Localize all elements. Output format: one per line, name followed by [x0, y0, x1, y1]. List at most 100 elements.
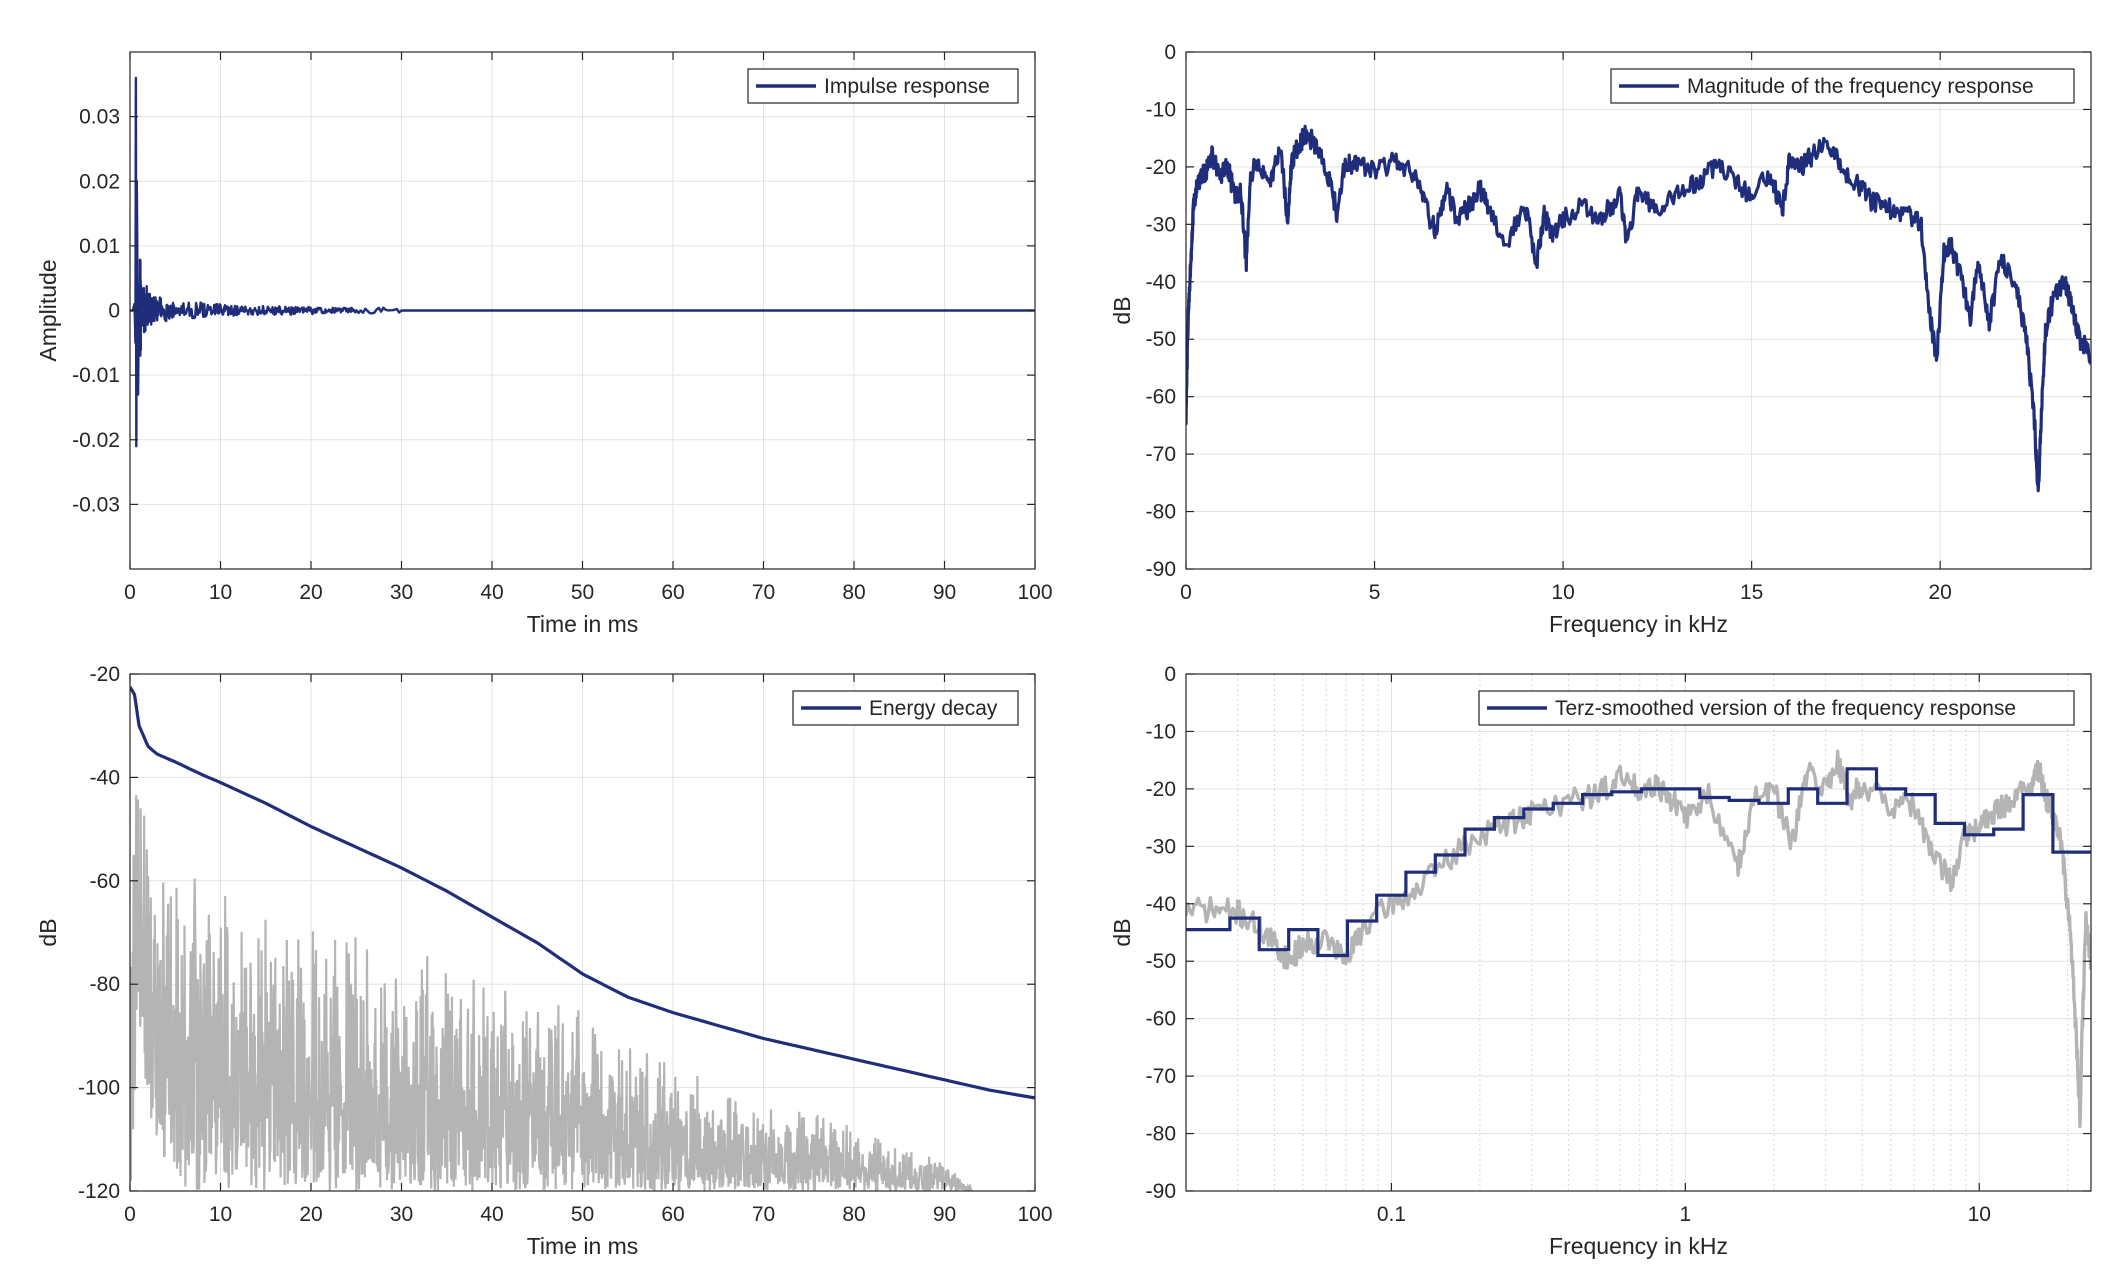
ticks: 0 10 20 30 40 50 60 70 80 90 100 -0.03 -0.02 -0.01 0 0.… [72, 52, 1053, 604]
x-tick-label: 80 [842, 581, 865, 604]
y-tick-label: -100 [78, 1077, 120, 1100]
y-tick-label: -80 [90, 973, 120, 996]
y-tick-label: -40 [1146, 271, 1176, 294]
x-tick-label: 50 [571, 581, 594, 604]
x-tick-label: 20 [299, 581, 322, 604]
x-tick-label: 60 [661, 581, 684, 604]
y-tick-label: -20 [90, 663, 120, 686]
x-axis-label: Time in ms [527, 611, 639, 637]
x-axis-label: Time in ms [527, 1233, 639, 1259]
series-raw [1186, 749, 2091, 1128]
x-tick-label: 0 [124, 1203, 136, 1226]
y-tick-label: -50 [1146, 328, 1176, 351]
x-tick-label: 30 [390, 1203, 413, 1226]
x-tick-label: 100 [1017, 581, 1052, 604]
x-tick-label: 0 [1180, 581, 1192, 604]
legend-box [1478, 690, 2075, 726]
ticks: 0.1 1 10 0 -10 -20 -30 -40 -50 -60 -70 -80 -90 [1146, 663, 2091, 1226]
series-main [130, 76, 1035, 448]
x-tick-label: 80 [842, 1203, 865, 1226]
y-tick-label: -80 [1146, 1123, 1176, 1146]
y-axis-label: dB [35, 918, 61, 946]
legend: Terz-smoothed version of the frequency r… [1478, 690, 2075, 726]
legend-box [1610, 68, 2075, 104]
y-tick-label: -60 [1146, 386, 1176, 409]
x-tick-label: 10 [1551, 581, 1574, 604]
series-line [130, 686, 1035, 1100]
x-tick-label: 10 [1968, 1203, 1991, 1226]
series-main [1186, 124, 2091, 493]
y-tick-label: -90 [1146, 1180, 1176, 1203]
y-tick-label: 0.01 [79, 235, 120, 258]
series-main [1186, 767, 2091, 958]
x-tick-label: 10 [209, 1203, 232, 1226]
minor-grid [1237, 674, 2069, 1191]
y-tick-label: -60 [1146, 1008, 1176, 1031]
y-axis-label: dB [1109, 296, 1135, 324]
y-tick-label: -50 [1146, 950, 1176, 973]
grid [1186, 673, 2091, 1192]
legend-label: Terz-smoothed version of the frequency r… [1555, 697, 2016, 720]
x-tick-label: 90 [933, 581, 956, 604]
axes-box [1185, 673, 2092, 1192]
y-tick-label: -30 [1146, 213, 1176, 236]
x-tick-label: 100 [1017, 1203, 1052, 1226]
y-tick-label: 0 [108, 300, 120, 323]
series-line [1186, 767, 2091, 958]
y-tick-label: -10 [1146, 98, 1176, 121]
x-axis-label: Frequency in kHz [1549, 1233, 1728, 1259]
x-tick-label: 5 [1369, 581, 1381, 604]
series-raw [130, 795, 973, 1191]
y-axis-label: dB [1109, 918, 1135, 946]
ticks: 0 5 10 15 20 0 -10 -20 -30 -40 -50 -60 -70 -80 -90 [1146, 41, 2091, 604]
y-tick-label: 0.02 [79, 170, 120, 193]
y-tick-label: -0.03 [72, 493, 120, 516]
legend-label: Impulse response [824, 75, 990, 98]
x-tick-label: 1 [1679, 1203, 1691, 1226]
series-line [130, 76, 1035, 448]
y-tick-label: 0.03 [79, 106, 120, 129]
y-tick-label: -10 [1146, 720, 1176, 743]
grid [1185, 51, 2091, 570]
x-tick-label: 90 [933, 1203, 956, 1226]
x-tick-label: 70 [752, 581, 775, 604]
y-tick-label: -20 [1146, 156, 1176, 179]
x-tick-label: 40 [480, 1203, 503, 1226]
y-tick-label: -40 [1146, 893, 1176, 916]
series-line [130, 795, 973, 1191]
x-tick-label: 70 [752, 1203, 775, 1226]
x-axis-label: Frequency in kHz [1549, 611, 1728, 637]
chart-2: 0 5 10 15 20 0 -10 -20 -30 -40 -50 -60 -70 -80 -90 Freq… [1109, 41, 2092, 637]
y-tick-label: -80 [1146, 501, 1176, 524]
ticks: 0 10 20 30 40 50 60 70 80 90 100 -20 -40 -60 -80 -100 -1… [78, 663, 1053, 1226]
chart-3: 0 10 20 30 40 50 60 70 80 90 100 -20 -40 -60 -80 -100 -1… [35, 663, 1053, 1259]
series-line [1186, 124, 2091, 493]
x-tick-label: 15 [1740, 581, 1763, 604]
series-line [1186, 749, 2091, 1128]
x-tick-label: 20 [299, 1203, 322, 1226]
y-axis-label: Amplitude [35, 259, 61, 361]
x-tick-label: 0 [124, 581, 136, 604]
y-tick-label: -20 [1146, 778, 1176, 801]
y-tick-label: -0.01 [72, 364, 120, 387]
y-tick-label: -60 [90, 870, 120, 893]
x-tick-label: 60 [661, 1203, 684, 1226]
y-tick-label: -40 [90, 766, 120, 789]
x-tick-label: 10 [209, 581, 232, 604]
y-tick-label: -0.02 [72, 429, 120, 452]
legend: Impulse response [747, 68, 1019, 104]
x-tick-label: 30 [390, 581, 413, 604]
x-tick-label: 40 [480, 581, 503, 604]
chart-4: 0.1 1 10 0 -10 -20 -30 -40 -50 -60 -70 -80 -90 Freque… [1109, 663, 2092, 1259]
legend: Energy decay [792, 690, 1019, 726]
y-tick-label: -30 [1146, 835, 1176, 858]
y-tick-label: -70 [1146, 443, 1176, 466]
series-main [130, 686, 1035, 1100]
y-tick-label: 0 [1164, 41, 1176, 64]
x-tick-label: 0.1 [1377, 1203, 1406, 1226]
legend-box [792, 690, 1019, 726]
chart-1: 0 10 20 30 40 50 60 70 80 90 100 -0.03 -0.02 -0.01 0 0.… [35, 51, 1053, 637]
y-tick-label: 0 [1164, 663, 1176, 686]
x-tick-label: 20 [1928, 581, 1951, 604]
